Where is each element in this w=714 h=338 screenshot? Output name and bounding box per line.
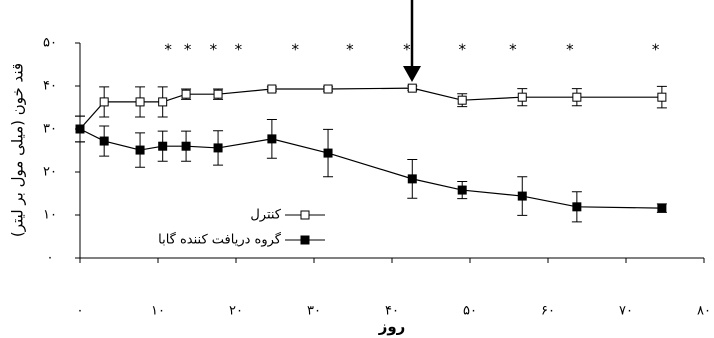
data-point bbox=[407, 174, 417, 184]
data-point bbox=[99, 97, 109, 107]
significance-mark: * bbox=[403, 41, 411, 59]
x-tick-label: ۵۰ bbox=[463, 304, 477, 319]
data-point bbox=[158, 141, 168, 151]
y-tick-label: ۰ bbox=[47, 251, 54, 266]
significance-mark: * bbox=[458, 41, 466, 59]
data-point bbox=[135, 145, 145, 155]
data-point bbox=[181, 89, 191, 99]
x-tick-label: ۶۰ bbox=[541, 304, 555, 319]
data-point bbox=[517, 191, 527, 201]
data-point bbox=[135, 97, 145, 107]
data-point bbox=[572, 202, 582, 212]
significance-mark: * bbox=[164, 41, 172, 59]
data-point bbox=[267, 84, 277, 94]
legend-label: کنترل bbox=[250, 208, 281, 223]
y-tick-label: ۵۰ bbox=[43, 36, 57, 51]
significance-mark: * bbox=[652, 41, 660, 59]
data-point bbox=[267, 134, 277, 144]
y-tick-label: ۳۰ bbox=[43, 122, 57, 137]
data-point bbox=[213, 143, 223, 153]
data-point bbox=[181, 141, 191, 151]
data-point bbox=[323, 84, 333, 94]
y-tick-label: ۲۰ bbox=[43, 165, 57, 180]
significance-mark: * bbox=[509, 41, 517, 59]
data-point bbox=[657, 92, 667, 102]
data-point bbox=[158, 97, 168, 107]
legend-marker bbox=[300, 210, 310, 220]
x-tick-label: ۲۰ bbox=[229, 304, 243, 319]
series-line bbox=[79, 128, 662, 209]
x-tick-label: ۸۰ bbox=[697, 304, 711, 319]
significance-mark: * bbox=[235, 41, 243, 59]
data-point bbox=[657, 203, 667, 213]
y-tick-label: ۱۰ bbox=[43, 208, 57, 223]
data-point bbox=[407, 83, 417, 93]
significance-mark: * bbox=[210, 41, 218, 59]
data-point bbox=[75, 124, 85, 134]
x-tick-label: ۳۰ bbox=[307, 304, 321, 319]
data-point bbox=[457, 185, 467, 195]
data-point bbox=[213, 89, 223, 99]
x-tick-label: ۴۰ bbox=[385, 304, 399, 319]
x-tick-label: ۰ bbox=[77, 304, 84, 319]
y-tick-label: ۴۰ bbox=[43, 79, 57, 94]
data-point bbox=[572, 92, 582, 102]
data-point bbox=[517, 92, 527, 102]
x-axis-label: روز bbox=[378, 318, 406, 336]
x-tick-label: ۷۰ bbox=[619, 304, 633, 319]
x-tick-label: ۱۰ bbox=[151, 304, 165, 319]
significance-mark: * bbox=[566, 41, 574, 59]
y-axis-label: قند خون (میلی مول بر لیتر) bbox=[9, 63, 27, 237]
significance-mark: * bbox=[184, 41, 192, 59]
legend-label: گروه دریافت کننده گابا bbox=[158, 232, 282, 248]
data-point bbox=[323, 148, 333, 158]
significance-mark: * bbox=[292, 41, 300, 59]
significance-mark: * bbox=[346, 41, 354, 59]
data-point bbox=[99, 136, 109, 146]
data-point bbox=[457, 95, 467, 105]
legend-marker bbox=[300, 235, 310, 245]
arrow-head bbox=[403, 66, 421, 82]
